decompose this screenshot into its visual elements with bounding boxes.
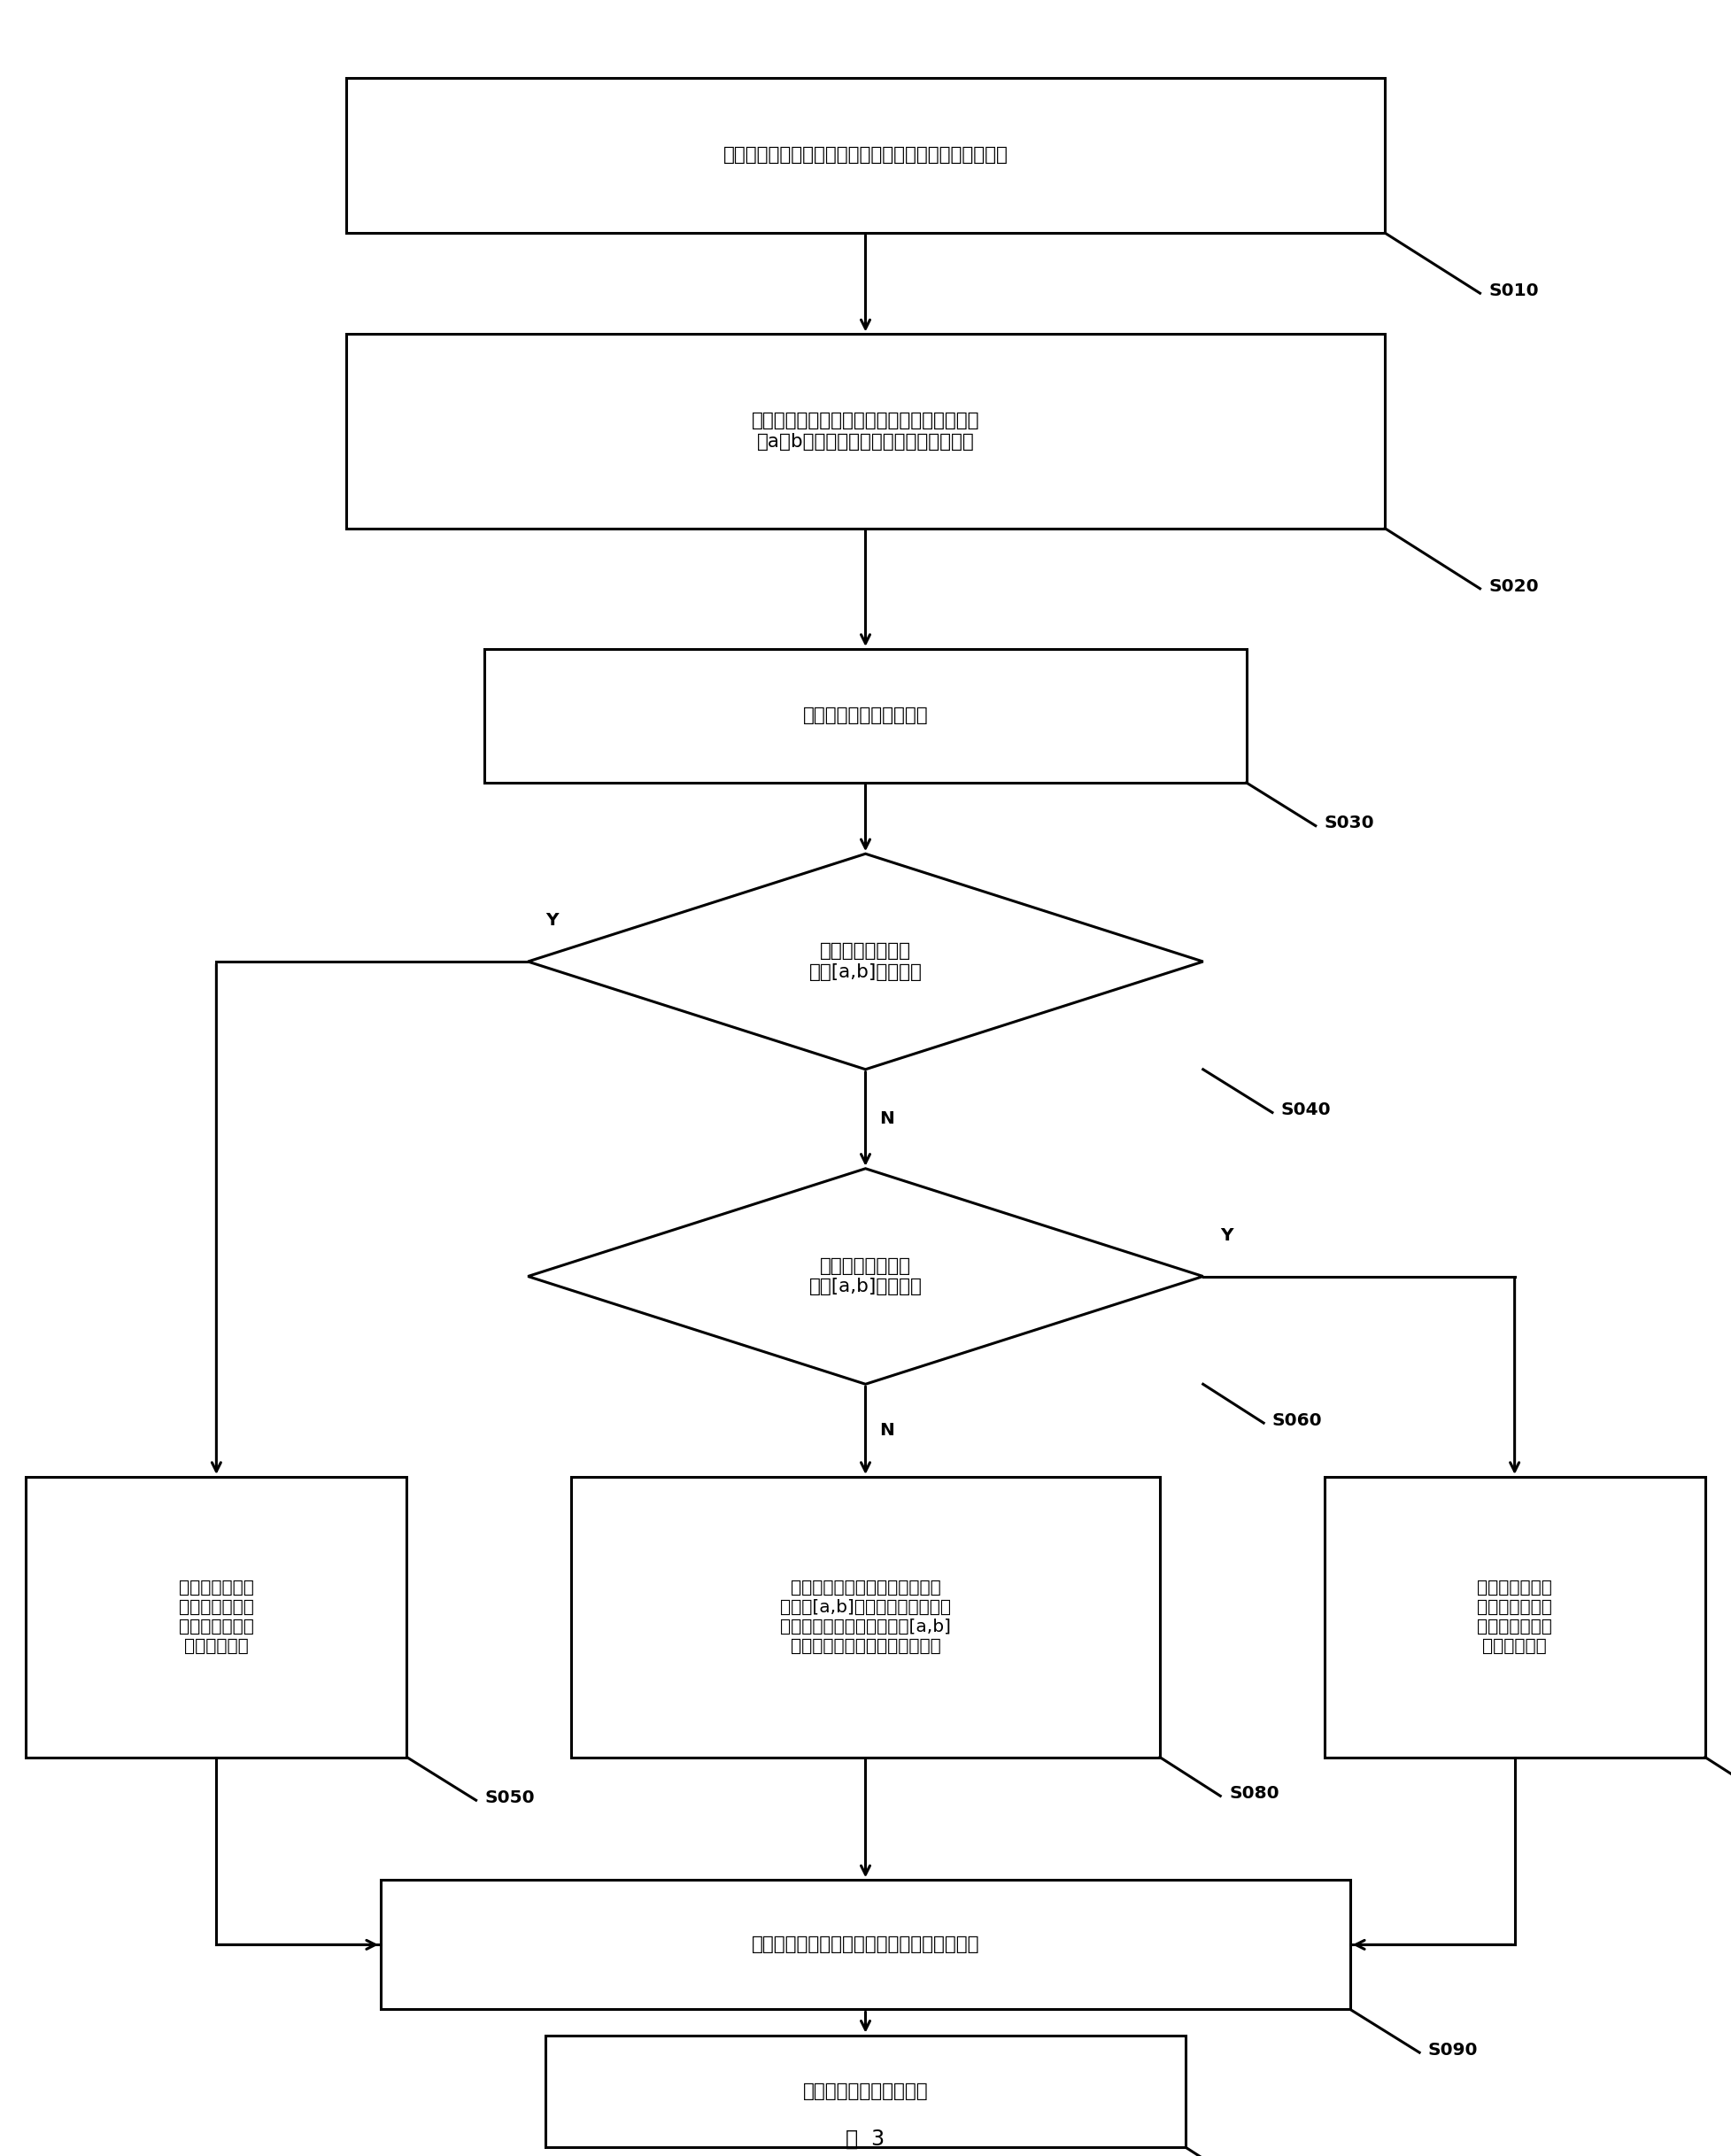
Bar xyxy=(571,1477,1160,1757)
Text: 根据获得的信道
估计值向外插值
得出可用子载波
的信道估计值: 根据获得的信道 估计值向外插值 得出可用子载波 的信道估计值 xyxy=(1477,1580,1553,1654)
Text: 根据获得的信道
估计值向内插值
得出可用子载波
的信道估计值: 根据获得的信道 估计值向内插值 得出可用子载波 的信道估计值 xyxy=(178,1580,254,1654)
Bar xyxy=(346,78,1385,233)
Text: 通信节点接收到对端以分布式子载波映射方式发送的信息: 通信节点接收到对端以分布式子载波映射方式发送的信息 xyxy=(724,147,1007,164)
Text: 发送时的可用子载
波在[a,b]范围内？: 发送时的可用子载 波在[a,b]范围内？ xyxy=(808,942,923,981)
Bar xyxy=(346,334,1385,528)
Text: S040: S040 xyxy=(1281,1102,1331,1119)
Text: N: N xyxy=(879,1110,895,1128)
Bar xyxy=(485,649,1246,783)
Text: 发送时的可用子载
波在[a,b]范围外？: 发送时的可用子载 波在[a,b]范围外？ xyxy=(808,1257,923,1296)
Text: 图  3: 图 3 xyxy=(846,2128,885,2150)
Polygon shape xyxy=(528,854,1203,1069)
Text: S030: S030 xyxy=(1324,815,1374,832)
Text: S050: S050 xyxy=(485,1789,535,1807)
Bar xyxy=(26,1477,407,1757)
Text: 通信节点向对端发送信息: 通信节点向对端发送信息 xyxy=(803,2083,928,2100)
Text: S060: S060 xyxy=(1272,1412,1322,1429)
Polygon shape xyxy=(528,1169,1203,1384)
Text: 确定发送时的可用子载波: 确定发送时的可用子载波 xyxy=(803,707,928,724)
Text: S020: S020 xyxy=(1489,578,1539,595)
Bar xyxy=(545,2035,1186,2147)
Text: S090: S090 xyxy=(1428,2042,1478,2059)
Bar xyxy=(1324,1477,1705,1757)
Bar xyxy=(381,1880,1350,2009)
Text: 由得出的信道估计值进行发送时的信息预处理: 由得出的信道估计值进行发送时的信息预处理 xyxy=(751,1936,980,1953)
Text: 通信节点记录接收信息所使用子载波的起止位
置a和b，获得所使用子载波的信道估计值: 通信节点记录接收信息所使用子载波的起止位 置a和b，获得所使用子载波的信道估计值 xyxy=(751,412,980,451)
Text: S080: S080 xyxy=(1229,1785,1279,1802)
Text: S010: S010 xyxy=(1489,282,1539,300)
Text: N: N xyxy=(879,1423,895,1438)
Text: Y: Y xyxy=(1220,1227,1232,1244)
Text: 根据获得的信道估计值，向内插
值得出[a,b]范围内可用子载波的
信道估计值，向外插值得出[a,b]
范围内可用子载波的信道估计值: 根据获得的信道估计值，向内插 值得出[a,b]范围内可用子载波的 信道估计值，向… xyxy=(781,1580,950,1654)
Text: Y: Y xyxy=(545,912,557,929)
